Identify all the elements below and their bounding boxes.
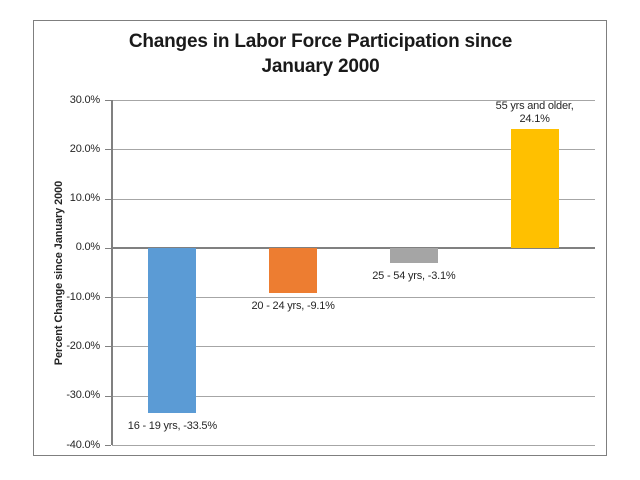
bar-25-54-yrs — [389, 247, 438, 264]
y-axis-line — [111, 100, 113, 445]
y-tick-label: 30.0% — [69, 93, 100, 106]
bar-label-line: 20 - 24 yrs, -9.1% — [251, 299, 335, 312]
y-axis-tick-mark — [105, 198, 111, 200]
y-tick-label: 10.0% — [69, 192, 100, 205]
chart-title: Changes in Labor Force Participation sin… — [33, 29, 608, 79]
chart-title-line-2: January 2000 — [261, 56, 380, 77]
bar-label: 55 yrs and older, 24.1% — [450, 100, 620, 126]
gridline — [112, 100, 595, 101]
y-axis-tick-mark — [105, 297, 111, 299]
y-axis-tick-mark — [105, 346, 111, 348]
y-axis-title: Percent Change since January 2000 — [53, 180, 65, 366]
gridline — [112, 297, 595, 299]
bar-label-line: 55 yrs and older, — [495, 100, 574, 113]
bar-16-19-yrs — [148, 247, 197, 413]
chart-title-line-1: Changes in Labor Force Participation sin… — [128, 31, 513, 52]
bar-label: 20 - 24 yrs, -9.1% — [208, 300, 378, 313]
y-tick-label: -30.0% — [66, 389, 100, 402]
y-tick-label: 0.0% — [75, 241, 100, 254]
y-axis-tick-mark — [105, 247, 111, 249]
gridline — [112, 395, 595, 397]
zero-axis-line — [112, 247, 595, 250]
y-axis-tick-mark — [105, 149, 111, 151]
bar-label-line: 24.1% — [519, 113, 550, 126]
gridline — [112, 346, 595, 348]
gridline — [112, 445, 595, 446]
bar-label: 25 - 54 yrs, -3.1% — [329, 270, 499, 283]
y-axis-tick-mark — [105, 100, 111, 101]
bar-label-line: 16 - 19 yrs, -33.5% — [127, 419, 217, 432]
bar-55-yrs-and-older — [510, 129, 559, 248]
gridline — [112, 149, 595, 151]
bar-20-24-yrs — [269, 247, 318, 293]
y-axis-tick-mark — [105, 395, 111, 397]
bar-label-line: 25 - 54 yrs, -3.1% — [372, 270, 456, 283]
y-tick-label: -20.0% — [66, 339, 100, 352]
y-axis-tick-mark — [105, 445, 111, 446]
bar-label: 16 - 19 yrs, -33.5% — [87, 420, 257, 433]
gridline — [112, 198, 595, 200]
y-tick-label: 20.0% — [69, 142, 100, 155]
y-tick-label: -40.0% — [66, 438, 100, 451]
y-tick-label: -10.0% — [66, 290, 100, 303]
